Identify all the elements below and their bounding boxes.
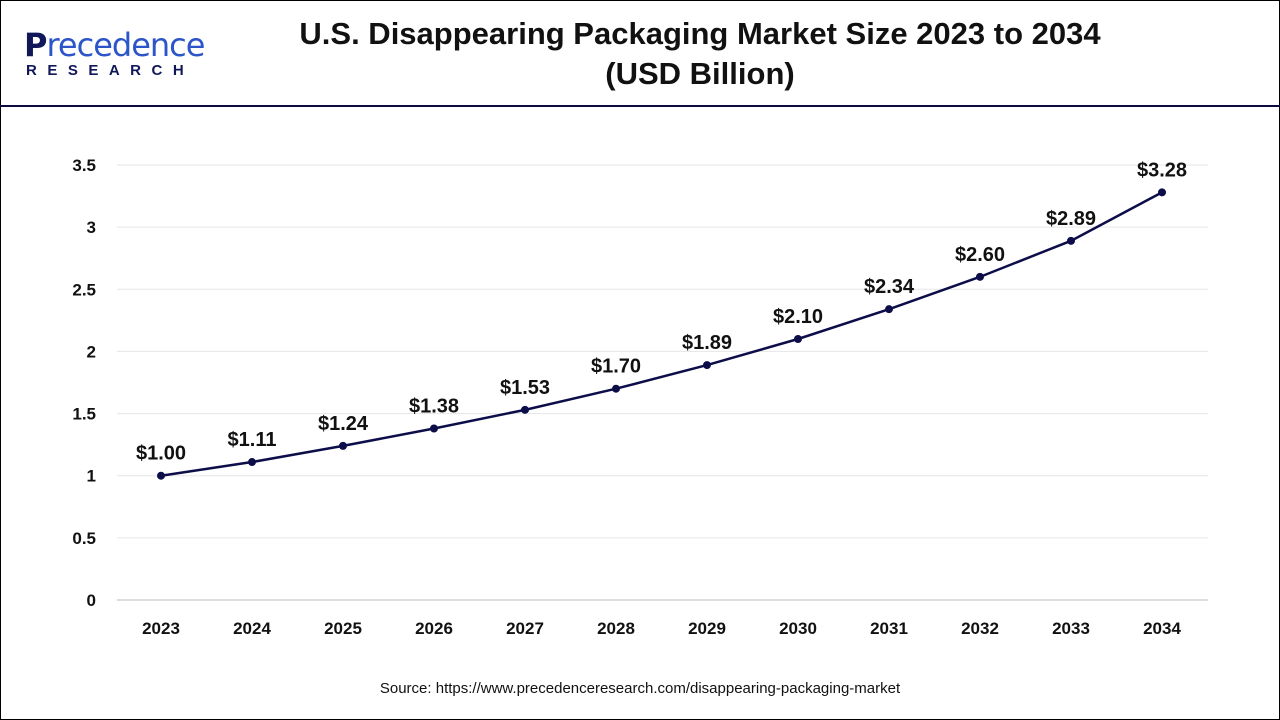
data-label: $1.70	[591, 356, 641, 378]
data-point	[1067, 236, 1075, 245]
logo-rest: recedence	[46, 26, 205, 64]
data-point	[885, 305, 893, 314]
y-tick-label: 1	[87, 467, 96, 486]
data-label: $3.28	[1137, 159, 1187, 181]
x-tick-label: 2031	[870, 619, 908, 638]
source-text: Source: https://www.precedenceresearch.c…	[379, 680, 901, 697]
data-label: $1.53	[500, 377, 550, 399]
data-label: $2.60	[955, 244, 1005, 266]
data-label: $1.38	[409, 395, 459, 417]
data-point	[703, 361, 711, 370]
y-tick-label: 2	[87, 342, 96, 361]
title-line-2: (USD Billion)	[605, 56, 795, 91]
x-tick-label: 2028	[597, 619, 635, 638]
y-tick-label: 3.5	[72, 156, 96, 175]
data-point	[521, 405, 529, 414]
logo-main-text: Precedence	[24, 26, 205, 64]
data-label: $1.89	[682, 332, 732, 354]
data-point	[248, 458, 256, 467]
data-label: $1.00	[136, 443, 186, 465]
data-label: $2.89	[1046, 208, 1096, 230]
y-tick-label: 0.5	[72, 529, 96, 548]
chart-title: U.S. Disappearing Packaging Market Size …	[280, 14, 1120, 94]
data-label: $2.34	[864, 276, 915, 298]
logo-sub-text: RESEARCH	[26, 62, 195, 79]
y-tick-label: 0	[87, 591, 96, 610]
data-point	[794, 335, 802, 343]
header: Precedence RESEARCH U.S. Disappearing Pa…	[0, 0, 1280, 107]
x-tick-label: 2034	[1143, 619, 1181, 638]
data-point	[430, 424, 438, 433]
y-tick-label: 3	[87, 218, 96, 237]
x-tick-label: 2033	[1052, 619, 1090, 638]
data-point	[1158, 188, 1166, 197]
data-point	[976, 272, 984, 281]
data-label: $1.11	[228, 429, 277, 451]
data-label: $2.10	[773, 306, 823, 328]
x-tick-label: 2023	[142, 619, 180, 638]
data-label: $1.24	[318, 413, 369, 435]
x-tick-label: 2032	[961, 619, 999, 638]
data-point	[612, 384, 620, 393]
y-tick-label: 2.5	[72, 280, 96, 299]
y-tick-label: 1.5	[72, 405, 96, 424]
data-point	[339, 441, 347, 450]
x-tick-label: 2025	[324, 619, 362, 638]
x-tick-label: 2030	[779, 619, 817, 638]
x-tick-label: 2027	[506, 619, 544, 638]
title-line-1: U.S. Disappearing Packaging Market Size …	[299, 16, 1101, 51]
x-tick-label: 2029	[688, 619, 726, 638]
data-point	[157, 471, 165, 480]
precedence-research-logo: Precedence RESEARCH	[24, 26, 205, 79]
x-tick-label: 2024	[233, 619, 271, 638]
series-line	[160, 191, 1163, 477]
x-tick-label: 2026	[415, 619, 453, 638]
